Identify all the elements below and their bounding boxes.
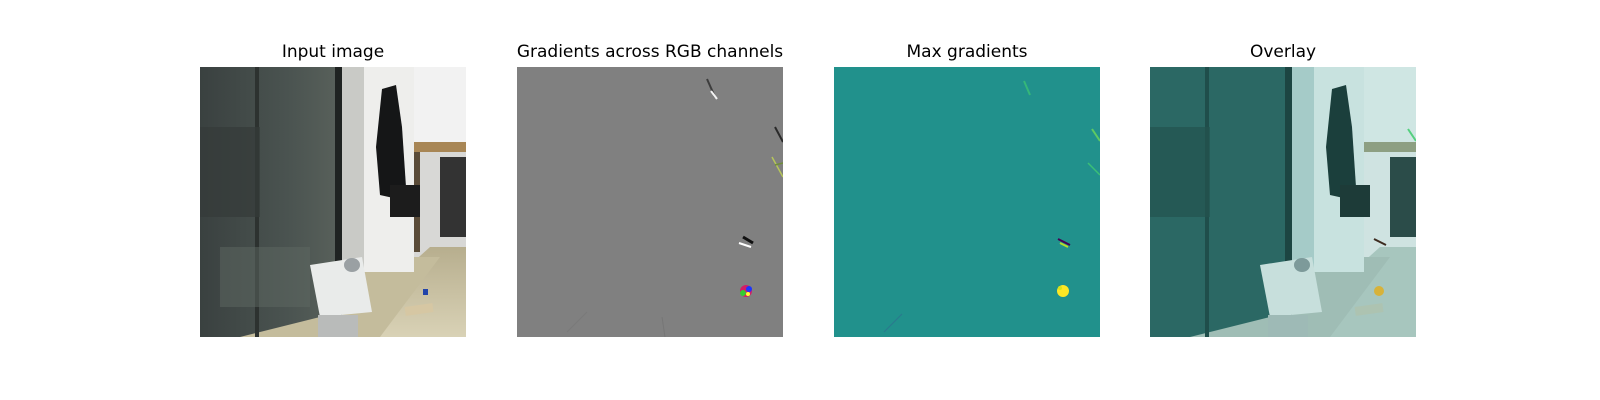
panel-title: Overlay <box>1110 42 1456 62</box>
panel-rgb-gradients: Gradients across RGB channels <box>517 0 783 400</box>
panel-title: Input image <box>160 42 506 62</box>
panel-title: Gradients across RGB channels <box>477 42 823 62</box>
input-image <box>200 67 466 337</box>
panel-input-image: Input image <box>200 0 466 400</box>
panel-max-gradients: Max gradients <box>834 0 1100 400</box>
panel-title: Max gradients <box>794 42 1140 62</box>
max-gradients-image <box>834 67 1100 337</box>
overlay-image <box>1150 67 1416 337</box>
rgb-gradients-image <box>517 67 783 337</box>
panel-overlay: Overlay <box>1150 0 1416 400</box>
